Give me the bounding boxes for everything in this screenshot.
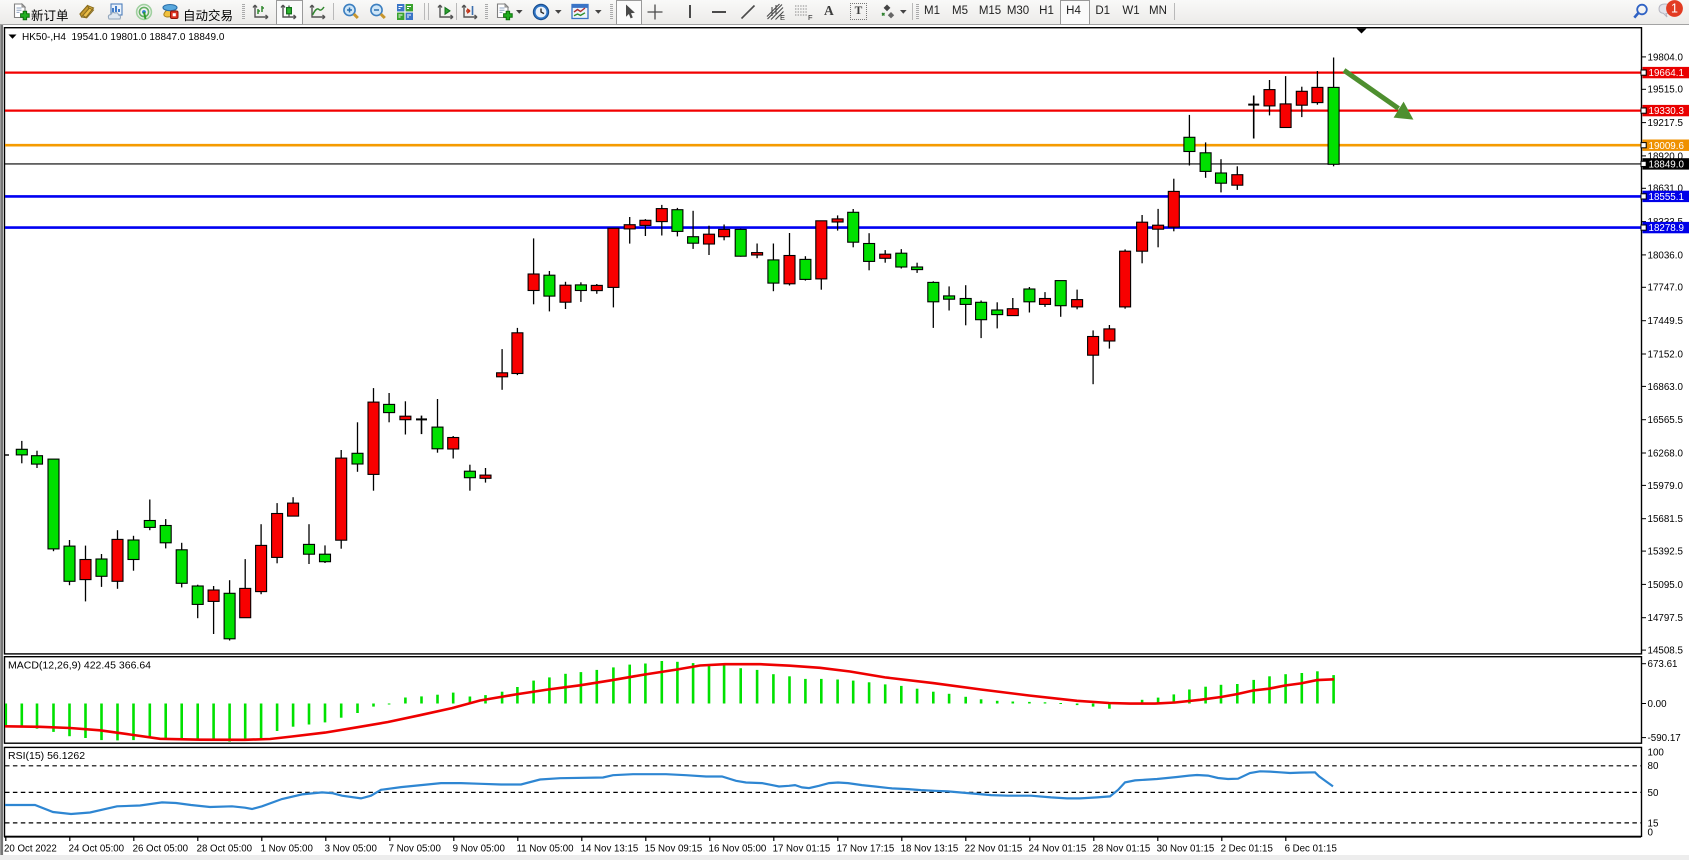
svg-text:18 Nov 13:15: 18 Nov 13:15 [901,844,959,855]
svg-text:17 Nov 01:15: 17 Nov 01:15 [773,844,831,855]
svg-text:16863.0: 16863.0 [1648,382,1684,393]
svg-text:7 Nov 05:00: 7 Nov 05:00 [389,844,442,855]
svg-text:18849.0: 18849.0 [1649,160,1685,171]
svg-text:17152.0: 17152.0 [1648,349,1684,360]
svg-text:-590.17: -590.17 [1648,733,1681,744]
svg-text:24 Nov 01:15: 24 Nov 01:15 [1029,844,1087,855]
svg-text:19664.1: 19664.1 [1649,68,1684,79]
svg-text:18036.0: 18036.0 [1648,250,1684,261]
svg-text:1 Nov 05:00: 1 Nov 05:00 [261,844,314,855]
svg-text:6 Dec 01:15: 6 Dec 01:15 [1285,844,1337,855]
svg-text:24 Oct 05:00: 24 Oct 05:00 [69,844,125,855]
svg-text:100: 100 [1648,748,1665,759]
svg-text:19009.6: 19009.6 [1649,141,1685,152]
svg-text:14508.5: 14508.5 [1648,646,1684,657]
svg-text:30 Nov 01:15: 30 Nov 01:15 [1157,844,1215,855]
svg-text:9 Nov 05:00: 9 Nov 05:00 [453,844,506,855]
svg-text:80: 80 [1648,761,1659,772]
svg-text:673.61: 673.61 [1648,659,1678,670]
svg-text:50: 50 [1648,788,1659,799]
svg-text:15681.5: 15681.5 [1648,514,1684,525]
svg-text:17747.0: 17747.0 [1648,283,1684,294]
svg-text:HK50-,H4 19541.0 19801.0 1884: HK50-,H4 19541.0 19801.0 18847.0 18849.0 [22,32,225,43]
svg-text:17 Nov 17:15: 17 Nov 17:15 [837,844,895,855]
svg-text:15095.0: 15095.0 [1648,580,1684,591]
svg-text:15979.0: 15979.0 [1648,481,1684,492]
svg-text:RSI(15) 56.1262: RSI(15) 56.1262 [8,750,85,762]
svg-text:2 Dec 01:15: 2 Dec 01:15 [1221,844,1273,855]
svg-text:18278.9: 18278.9 [1649,223,1684,234]
svg-text:28 Nov 01:15: 28 Nov 01:15 [1093,844,1151,855]
svg-text:16565.5: 16565.5 [1648,415,1684,426]
svg-text:19330.3: 19330.3 [1649,106,1685,117]
svg-text:19804.0: 19804.0 [1648,52,1684,63]
svg-text:18920.0: 18920.0 [1648,151,1684,162]
svg-text:0: 0 [1648,827,1654,838]
svg-text:14 Nov 13:15: 14 Nov 13:15 [581,844,639,855]
svg-text:18555.1: 18555.1 [1649,192,1684,203]
svg-text:15 Nov 09:15: 15 Nov 09:15 [645,844,703,855]
svg-text:11 Nov 05:00: 11 Nov 05:00 [517,844,575,855]
svg-text:0.00: 0.00 [1648,699,1668,710]
svg-text:MACD(12,26,9) 422.45 366.64: MACD(12,26,9) 422.45 366.64 [8,660,151,672]
svg-text:16268.0: 16268.0 [1648,448,1684,459]
svg-text:15392.5: 15392.5 [1648,547,1684,558]
svg-text:18631.0: 18631.0 [1648,184,1684,195]
svg-text:16 Nov 05:00: 16 Nov 05:00 [709,844,767,855]
svg-text:15: 15 [1648,818,1659,829]
svg-text:19515.0: 19515.0 [1648,85,1684,96]
svg-text:20 Oct 2022: 20 Oct 2022 [4,844,57,855]
svg-text:14797.5: 14797.5 [1648,613,1684,624]
svg-text:28 Oct 05:00: 28 Oct 05:00 [197,844,253,855]
svg-text:19217.5: 19217.5 [1648,118,1684,129]
svg-text:26 Oct 05:00: 26 Oct 05:00 [133,844,189,855]
svg-text:22 Nov 01:15: 22 Nov 01:15 [965,844,1023,855]
svg-text:17449.5: 17449.5 [1648,316,1684,327]
svg-text:1: 1 [1671,2,1678,16]
svg-text:3 Nov 05:00: 3 Nov 05:00 [325,844,378,855]
